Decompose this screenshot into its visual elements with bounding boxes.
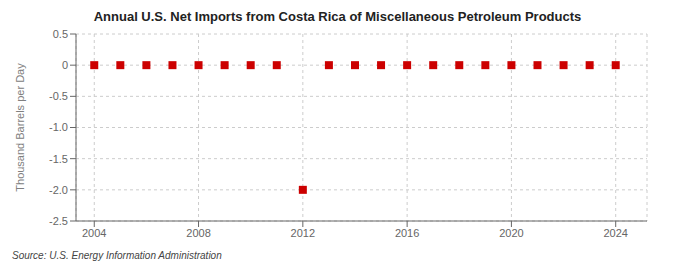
html-text:Source: U.S. Energy Informatio: Source: U.S. Energy Information Administ…	[12, 250, 222, 261]
svg-text:2012: 2012	[291, 227, 315, 239]
svg-text:2020: 2020	[499, 227, 523, 239]
svg-text:Thousand Barrels per Day: Thousand Barrels per Day	[14, 63, 26, 192]
svg-text:-0.5: -0.5	[49, 90, 68, 102]
svg-text:0.5: 0.5	[53, 28, 68, 40]
svg-text:2008: 2008	[186, 227, 210, 239]
svg-text:2016: 2016	[395, 227, 419, 239]
svg-text:-1.0: -1.0	[49, 121, 68, 133]
svg-text:-2.0: -2.0	[49, 184, 68, 196]
svg-text:2024: 2024	[603, 227, 627, 239]
svg-text:0: 0	[62, 59, 68, 71]
svg-text:2004: 2004	[82, 227, 106, 239]
svg-text:-2.5: -2.5	[49, 215, 68, 227]
svg-text:-1.5: -1.5	[49, 153, 68, 165]
html-text:Annual U.S. Net Imports from C: Annual U.S. Net Imports from Costa Rica …	[93, 9, 582, 24]
